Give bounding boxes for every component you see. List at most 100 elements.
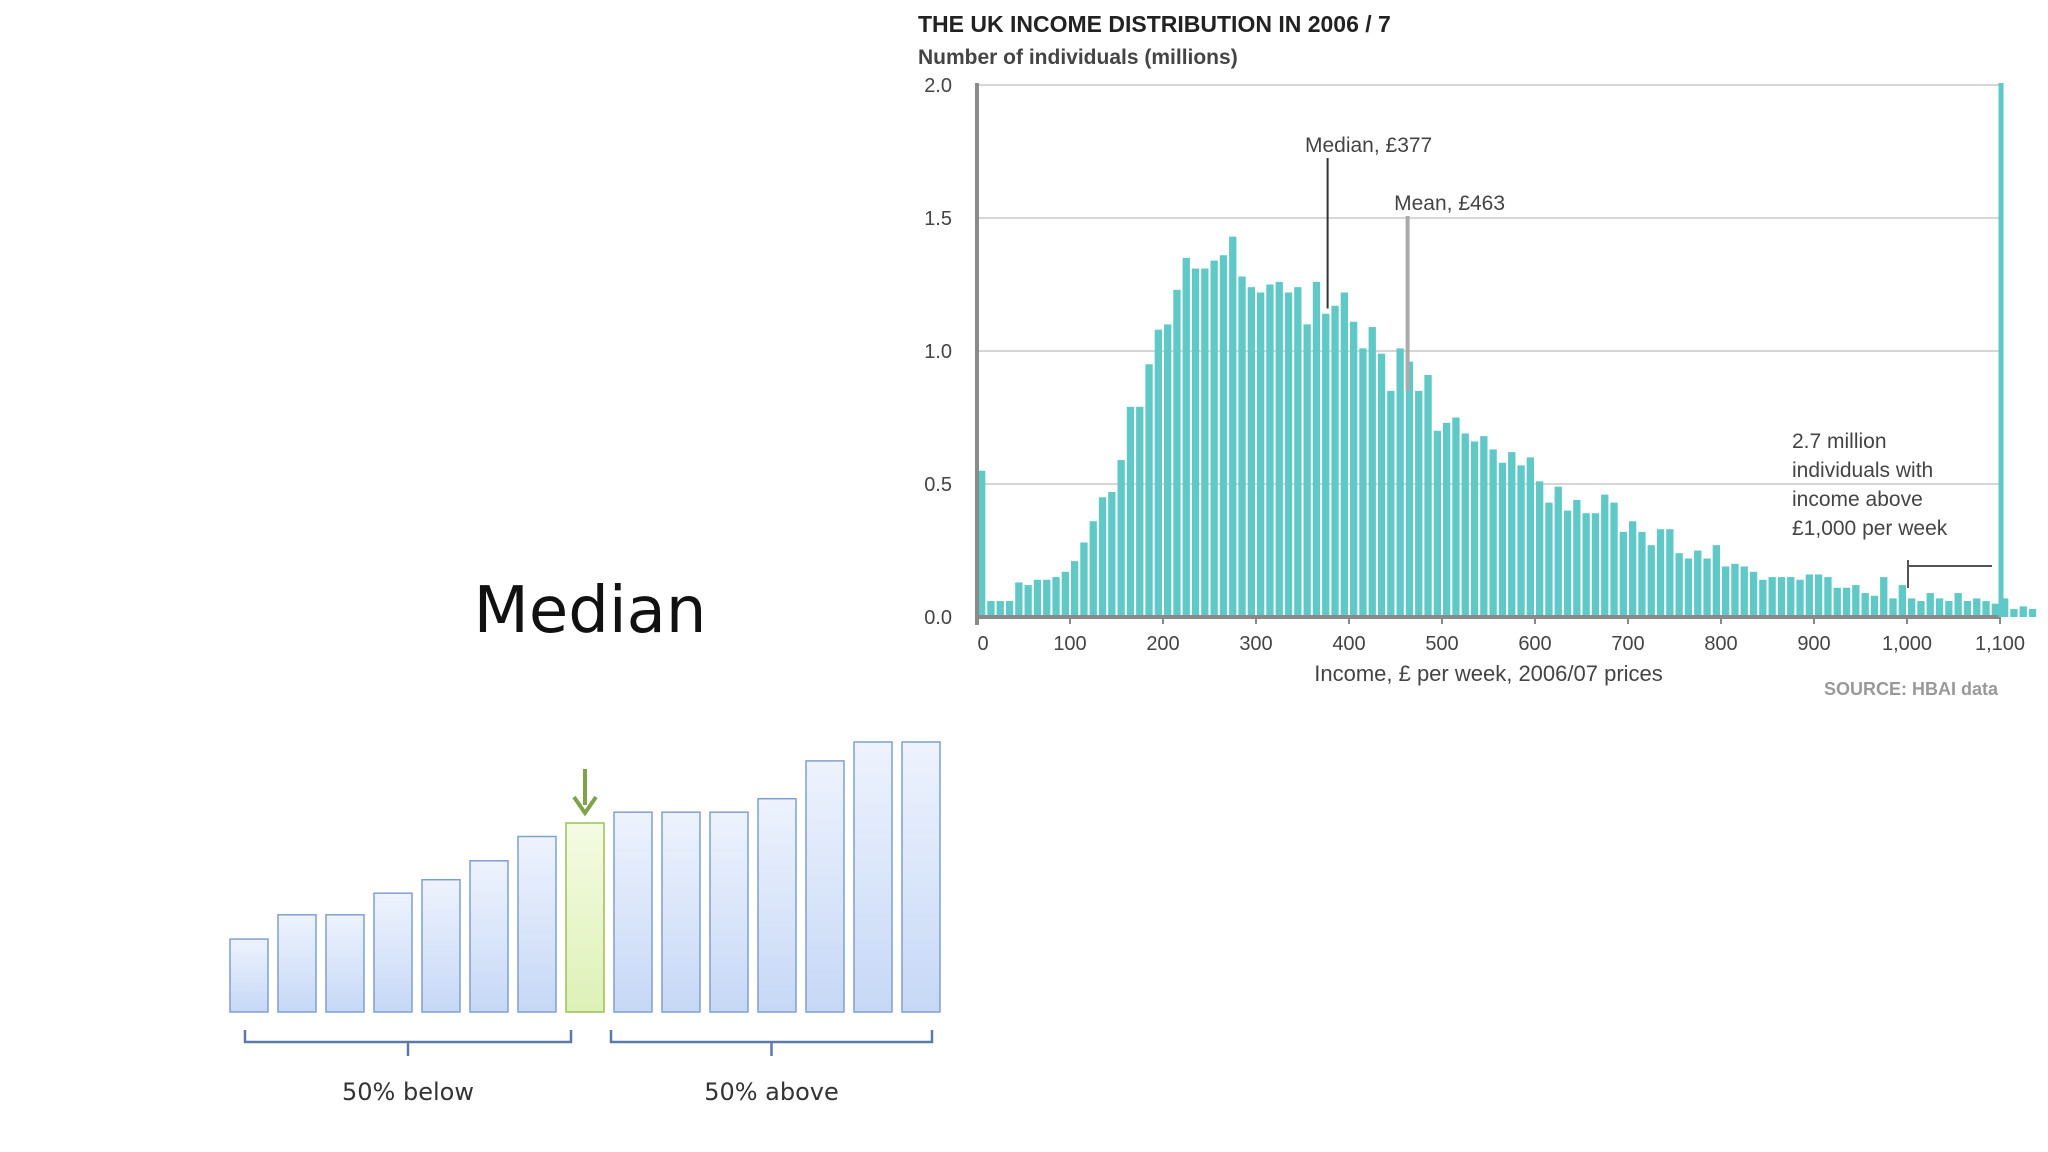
histogram-bar xyxy=(1973,598,1981,617)
histogram-bar xyxy=(1982,601,1990,617)
histogram-bar xyxy=(1815,574,1823,617)
median-bar xyxy=(565,822,605,1013)
x-tick-label: 0 xyxy=(977,633,988,655)
histogram-bar xyxy=(1619,531,1627,617)
illustration-bar xyxy=(709,811,749,1013)
y-tick-label: 0.0 xyxy=(924,607,952,629)
histogram-bar xyxy=(1033,579,1042,617)
histogram-bar xyxy=(1917,601,1925,617)
histogram-bar xyxy=(1164,324,1172,617)
histogram-bar xyxy=(1870,595,1879,617)
histogram-bar xyxy=(1805,574,1813,617)
histogram-bar xyxy=(1443,422,1451,617)
histogram-bar xyxy=(1629,521,1637,617)
histogram-bar xyxy=(1387,390,1395,617)
histogram-bar xyxy=(1954,593,1962,617)
histogram-bar xyxy=(2010,609,2018,617)
histogram-bar xyxy=(1638,531,1646,617)
histogram-bar xyxy=(1182,257,1190,617)
median-illustration: 50% below 50% above xyxy=(229,741,941,1106)
x-tick-label: 900 xyxy=(1797,633,1830,655)
histogram-bar xyxy=(1777,577,1786,617)
histogram-bar xyxy=(1749,571,1758,617)
histogram-bar xyxy=(1796,579,1804,617)
histogram-bar xyxy=(1461,433,1469,617)
x-tick-label: 400 xyxy=(1332,633,1365,655)
histogram-bar xyxy=(1582,513,1590,617)
histogram-bar xyxy=(1312,281,1321,617)
histogram-bar xyxy=(1257,292,1265,617)
y-tick-label: 1.0 xyxy=(924,341,952,363)
histogram-bar xyxy=(1173,289,1181,617)
histogram-bar xyxy=(1898,585,1906,617)
slide-title: Median xyxy=(473,574,707,648)
histogram-bar xyxy=(1089,521,1097,617)
histogram-bar xyxy=(1703,558,1711,617)
illustration-bar xyxy=(805,760,845,1013)
histogram-bar xyxy=(1470,441,1479,617)
x-tick-label: 600 xyxy=(1518,633,1551,655)
histogram-bar xyxy=(1842,587,1851,617)
histogram-bar xyxy=(1108,491,1116,617)
histogram-bar xyxy=(2019,606,2027,617)
histogram-bar xyxy=(1740,566,1748,617)
histogram-bar xyxy=(987,601,995,617)
histogram-bar xyxy=(1722,566,1730,617)
histogram-bar xyxy=(1889,598,1897,617)
histogram-bar xyxy=(1136,406,1144,617)
histogram-bar xyxy=(1396,348,1404,617)
histogram-bar xyxy=(1210,260,1218,617)
histogram-bar xyxy=(1926,593,1934,617)
histogram-bar xyxy=(1666,529,1674,617)
histogram-bar xyxy=(1684,558,1693,617)
histogram-bar xyxy=(1945,601,1953,617)
tail-pointer xyxy=(1907,560,1992,588)
down-arrow-head xyxy=(572,795,598,817)
histogram-bar xyxy=(1489,449,1497,617)
y-tick-label: 1.5 xyxy=(924,208,952,230)
histogram-bar xyxy=(1768,577,1776,617)
histogram-bar xyxy=(1052,577,1060,617)
x-axis-label: Income, £ per week, 2006/07 prices xyxy=(1314,661,1663,686)
illustration-bar xyxy=(661,811,701,1013)
below-bracket xyxy=(243,1030,573,1056)
histogram-bar xyxy=(1080,542,1088,617)
histogram-bar xyxy=(1991,603,1999,617)
mean-label: Mean, £463 xyxy=(1394,192,1505,215)
histogram-bar xyxy=(978,470,986,617)
y-tick-label: 0.5 xyxy=(924,474,952,496)
illustration-bar xyxy=(229,938,269,1013)
histogram-bar xyxy=(1368,327,1376,617)
below-label: 50% below xyxy=(342,1078,474,1106)
histogram-bar xyxy=(1071,561,1079,617)
histogram-bar xyxy=(996,601,1004,617)
histogram-bar xyxy=(1601,494,1609,617)
tail-annotation-line: 2.7 million xyxy=(1792,430,1887,453)
histogram-bar xyxy=(1573,499,1581,617)
chart-title: THE UK INCOME DISTRIBUTION IN 2006 / 7 xyxy=(918,11,1391,37)
histogram-bar xyxy=(1452,417,1460,617)
histogram-bar xyxy=(1229,236,1237,617)
histogram-bar xyxy=(1517,465,1525,617)
illustration-bar xyxy=(277,914,317,1013)
histogram-bar xyxy=(1554,486,1562,617)
illustration-bar xyxy=(901,741,941,1013)
histogram-bar xyxy=(1675,553,1683,617)
histogram-bar xyxy=(1303,324,1311,617)
tail-annotation-line: £1,000 per week xyxy=(1792,517,1948,540)
histogram-bar xyxy=(2028,609,2037,617)
tail-annotation-line: individuals with xyxy=(1792,459,1933,482)
tail-annotation-line: income above xyxy=(1792,488,1923,511)
histogram-bar xyxy=(2001,598,2009,617)
histogram-bar xyxy=(1098,497,1107,617)
source-label: SOURCE: HBAI data xyxy=(1824,679,1999,699)
histogram-bar xyxy=(1498,462,1507,617)
histogram-bar xyxy=(1219,255,1228,618)
histogram-bar xyxy=(1508,452,1516,617)
histogram-bar xyxy=(1005,601,1014,617)
illustration-bar xyxy=(517,835,557,1013)
histogram-bar xyxy=(1731,563,1739,617)
histogram-bar xyxy=(1238,276,1246,617)
illustration-bar xyxy=(469,860,509,1013)
histogram-bar xyxy=(1247,287,1255,617)
